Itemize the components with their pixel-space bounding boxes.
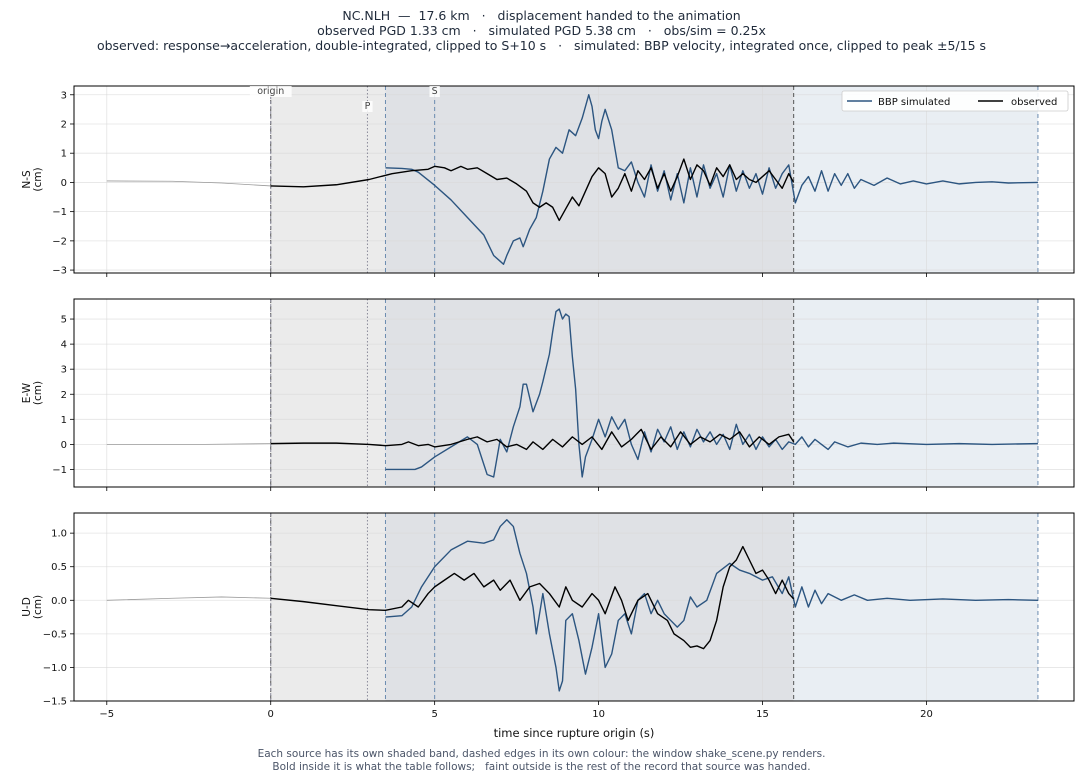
y-tick-label: 1.0 (51, 529, 67, 540)
panel-frame (73, 298, 1075, 488)
simulated-line (385, 308, 1038, 478)
series-group (106, 94, 1038, 265)
title-line-1: NC.NLH — 17.6 km · displacement handed t… (342, 8, 741, 23)
simulated-window-band (793, 299, 1038, 487)
y-tick-label: 3 (61, 90, 67, 101)
y-axis-label-line: (cm) (32, 381, 44, 405)
simulated-window-band (793, 513, 1038, 701)
y-axis-label: E-W(cm) (21, 381, 44, 405)
panel-1: −3 −2 −1 0 1 2 3 N-S(cm) origin P S BBP simulated ob… (21, 85, 1075, 277)
y-tick-label: −0.5 (43, 629, 67, 640)
marker-label-S: S (432, 86, 438, 97)
observed-faint-line (106, 443, 271, 445)
marker-label-bg (429, 86, 440, 97)
x-tick-label: 15 (756, 709, 769, 720)
y-tick-label: 2 (61, 119, 67, 130)
y-tick-label: 5 (61, 315, 67, 326)
panel-frame (73, 85, 1075, 274)
y-tick-label: 3 (61, 365, 67, 376)
x-axis-label: time since rupture origin (s) (494, 726, 655, 740)
y-tick-label: 1 (61, 415, 67, 426)
y-tick-label: −1.5 (43, 697, 67, 708)
marker-label-origin: origin (257, 86, 284, 97)
x-tick-label: 5 (431, 709, 437, 720)
y-tick-label: 0 (61, 178, 67, 189)
chart-footnote: Each source has its own shaded band, das… (0, 748, 1083, 773)
panel-2: −1 0 1 2 3 4 5 E-W(cm) (21, 298, 1075, 491)
footnote-line-1: Each source has its own shaded band, das… (257, 748, 826, 760)
y-axis-label-line: N-S (21, 170, 33, 189)
simulated-line (385, 519, 1038, 692)
y-tick-label: 0 (61, 440, 67, 451)
y-tick-label: 2 (61, 390, 67, 401)
y-tick-label: −1.0 (43, 663, 67, 674)
y-axis-label: U-D(cm) (21, 595, 44, 619)
chart-title: NC.NLH — 17.6 km · displacement handed t… (0, 8, 1083, 53)
overlap-window-band (385, 513, 794, 701)
x-tick-label: 0 (268, 709, 274, 720)
panel-3: −1.5 −1.0 −0.5 0.0 0.5 1.0 U-D(cm) −5 0 5 10 15 20 ti… (21, 512, 1075, 740)
series-group (106, 519, 1038, 692)
marker-label-bg (362, 101, 373, 112)
title-line-3: observed: response→acceleration, double-… (96, 38, 987, 53)
y-axis-label-line: (cm) (32, 595, 44, 619)
y-tick-label: −3 (52, 266, 67, 277)
simulated-window-band (793, 86, 1038, 273)
y-tick-label: 0.5 (51, 562, 67, 573)
y-tick-label: 1 (61, 149, 67, 160)
y-axis-label-line: (cm) (32, 167, 44, 191)
legend-frame (841, 90, 1069, 112)
x-tick-label: 20 (920, 709, 933, 720)
observed-window-band (270, 299, 386, 487)
legend: BBP simulated observed (841, 90, 1069, 112)
x-tick-label: −5 (99, 709, 114, 720)
y-tick-label: −1 (52, 207, 67, 218)
observed-faint-line (106, 596, 271, 601)
y-tick-label: −1 (52, 465, 67, 476)
footnote-line-2: Bold inside it is what the table follows… (272, 760, 811, 773)
y-tick-label: 0.0 (51, 596, 67, 607)
title-line-2: observed PGD 1.33 cm · simulated PGD 5.3… (317, 23, 766, 38)
simulated-line (385, 94, 1038, 265)
panel-frame (73, 512, 1075, 702)
y-axis-label-line: U-D (21, 597, 33, 617)
legend-label-simulated: BBP simulated (878, 97, 950, 108)
x-tick-label: 10 (592, 709, 605, 720)
overlap-window-band (385, 86, 794, 273)
series-group (106, 308, 1038, 478)
overlap-window-band (385, 299, 794, 487)
y-axis-label: N-S(cm) (21, 167, 44, 191)
observed-line (270, 428, 795, 451)
marker-label-bg (249, 86, 292, 97)
legend-label-observed: observed (1011, 97, 1057, 108)
observed-faint-line (106, 180, 271, 187)
marker-label-P: P (365, 101, 371, 112)
y-tick-label: −2 (52, 236, 67, 247)
observed-line (270, 545, 795, 650)
observed-window-band (270, 513, 386, 701)
observed-line (270, 158, 795, 222)
y-axis-label-line: E-W (21, 382, 33, 403)
y-tick-label: 4 (61, 340, 67, 351)
